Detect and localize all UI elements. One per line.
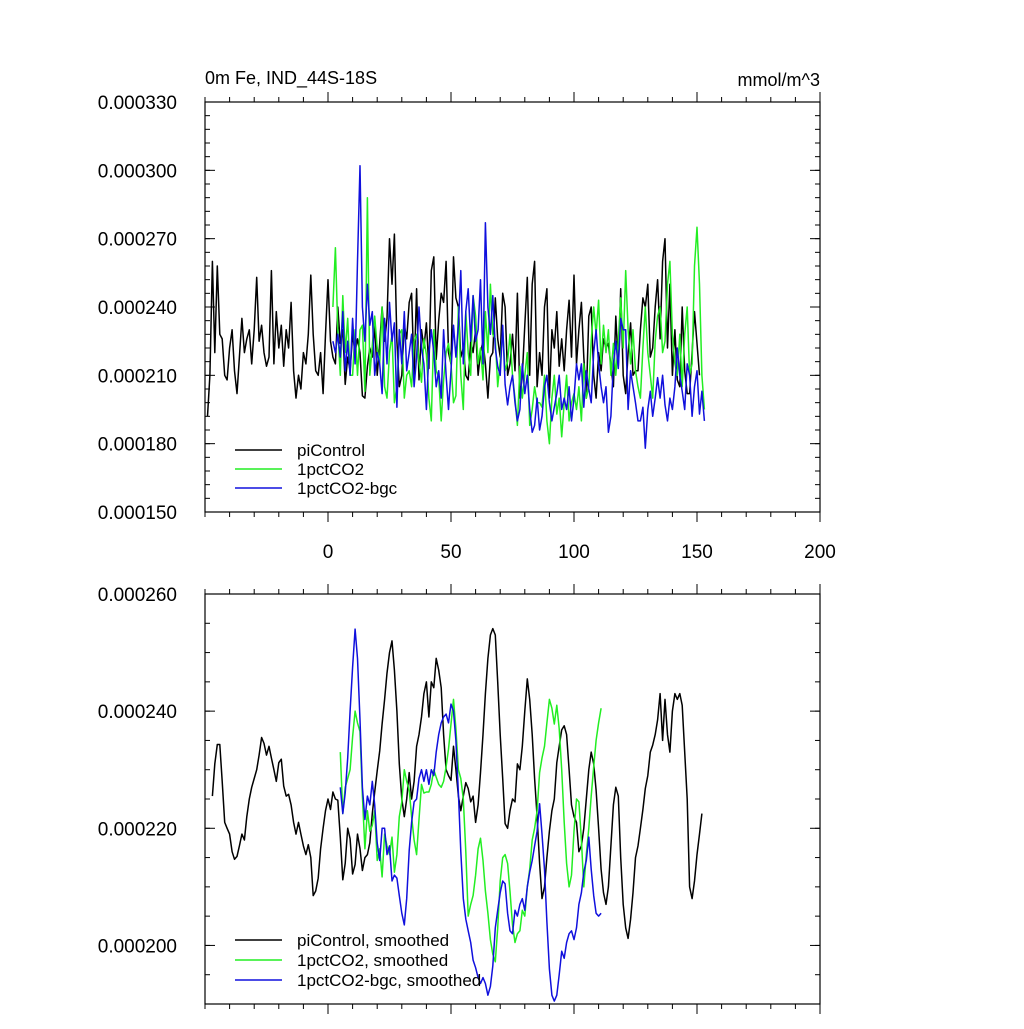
top-x-tick-labels: 0 50 100 150 200	[323, 542, 836, 563]
legend-label: piControl, smoothed	[297, 931, 449, 950]
chart-title: 0m Fe, IND_44S-18S	[205, 68, 377, 89]
y-tick-label: 0.000260	[98, 585, 177, 606]
legend-label: 1pctCO2, smoothed	[297, 951, 448, 970]
bottom-panel: 0.000200 0.000220 0.000240 0.000260 piContr…	[98, 584, 821, 1014]
top-series-lines	[206, 165, 706, 449]
top-ticks	[204, 92, 821, 522]
bottom-ticks	[204, 584, 821, 1014]
series-line-1pctco2-bgc-smoothed	[339, 628, 602, 1002]
y-tick-label: 0.000220	[98, 819, 177, 840]
y-tick-label: 0.000240	[98, 702, 177, 723]
bottom-y-tick-labels: 0.000200 0.000220 0.000240 0.000260	[98, 585, 177, 957]
x-tick-label: 100	[558, 542, 590, 563]
y-tick-label: 0.000270	[98, 230, 177, 251]
top-panel: 0m Fe, IND_44S-18S mmol/m^3 0.0001500.00…	[98, 68, 836, 563]
series-line-1pctco2-bgc	[332, 165, 706, 449]
bottom-series-lines	[211, 627, 703, 1002]
y-tick-label: 0.000210	[98, 366, 177, 387]
x-tick-label: 150	[681, 542, 713, 563]
y-tick-label: 0.000300	[98, 161, 177, 182]
y-tick-label: 0.000150	[98, 503, 177, 524]
legend-label: 1pctCO2-bgc, smoothed	[297, 971, 481, 990]
series-line-1pctco2-smoothed	[339, 698, 602, 963]
units-label: mmol/m^3	[738, 70, 820, 90]
top-y-tick-labels: 0.000150 0.000180 0.000210 0.000240 0.000270…	[98, 93, 177, 524]
y-tick-label: 0.000180	[98, 435, 177, 456]
y-tick-label: 0.000240	[98, 298, 177, 319]
legend-label: piControl	[297, 441, 365, 460]
y-tick-label: 0.000330	[98, 93, 177, 114]
legend-label: 1pctCO2-bgc	[297, 479, 398, 498]
x-tick-label: 50	[440, 542, 461, 563]
x-tick-label: 200	[804, 542, 836, 563]
series-line-picontrol-smoothed	[211, 627, 703, 940]
x-tick-label: 0	[323, 542, 334, 563]
legend-label: 1pctCO2	[297, 460, 364, 479]
y-tick-label: 0.000200	[98, 936, 177, 957]
series-line-1pctco2	[332, 196, 706, 445]
